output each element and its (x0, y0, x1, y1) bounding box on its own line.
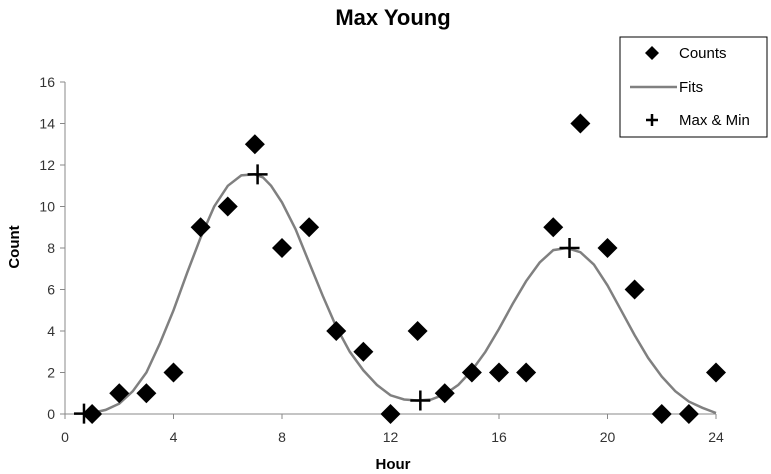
count-point (706, 362, 726, 383)
count-point (136, 383, 157, 404)
x-tick-label: 8 (278, 429, 286, 445)
count-point (353, 341, 374, 362)
x-tick-label: 4 (170, 429, 178, 445)
fit-line (83, 173, 717, 415)
y-tick-label: 6 (47, 282, 55, 298)
y-tick-label: 10 (39, 199, 55, 215)
count-point (570, 113, 591, 134)
x-ticks: 0 4 8 12 16 20 24 (61, 414, 724, 445)
legend: Counts Fits Max & Min (619, 36, 768, 138)
x-tick-label: 12 (383, 429, 399, 445)
x-tick-label: 24 (708, 429, 724, 445)
maxmin-point (410, 390, 431, 411)
count-point (624, 279, 645, 300)
legend-marker-maxmin (646, 114, 658, 126)
count-point (489, 362, 509, 383)
maxmin-point (559, 238, 580, 258)
count-point (543, 217, 564, 238)
y-tick-label: 8 (47, 240, 55, 256)
count-point (651, 404, 672, 424)
maxmin-point (247, 164, 268, 185)
x-tick-label: 16 (491, 429, 507, 445)
count-point (163, 362, 184, 383)
count-point (109, 383, 130, 404)
chart-title: Max Young (335, 5, 450, 30)
count-point (244, 134, 265, 155)
y-tick-label: 14 (39, 116, 55, 132)
legend-label-counts: Counts (679, 45, 727, 62)
y-tick-label: 16 (39, 74, 55, 90)
x-tick-label: 0 (61, 429, 69, 445)
count-point (597, 238, 618, 258)
y-tick-label: 12 (39, 157, 55, 173)
count-point (434, 383, 455, 404)
maxmin-point (73, 403, 94, 424)
count-point (299, 217, 320, 238)
legend-label-maxmin: Max & Min (679, 112, 750, 129)
legend-marker-counts (645, 46, 659, 60)
count-point (217, 196, 238, 217)
count-point (461, 362, 482, 383)
y-axis-label: Count (6, 225, 23, 268)
y-tick-label: 4 (47, 323, 55, 339)
count-point (190, 217, 211, 238)
count-point (272, 238, 292, 258)
legend-label-fits: Fits (679, 79, 703, 96)
count-point (326, 321, 347, 341)
count-point (407, 321, 428, 341)
x-tick-label: 20 (600, 429, 616, 445)
y-tick-label: 0 (47, 406, 55, 422)
maxmin-points (73, 164, 580, 424)
count-point (380, 404, 401, 424)
y-tick-label: 2 (47, 365, 55, 381)
count-point (516, 362, 537, 383)
count-points (82, 113, 726, 424)
count-point (678, 404, 699, 424)
x-axis-label: Hour (376, 456, 411, 473)
y-ticks: 0 2 4 6 8 10 12 14 16 (39, 74, 65, 422)
